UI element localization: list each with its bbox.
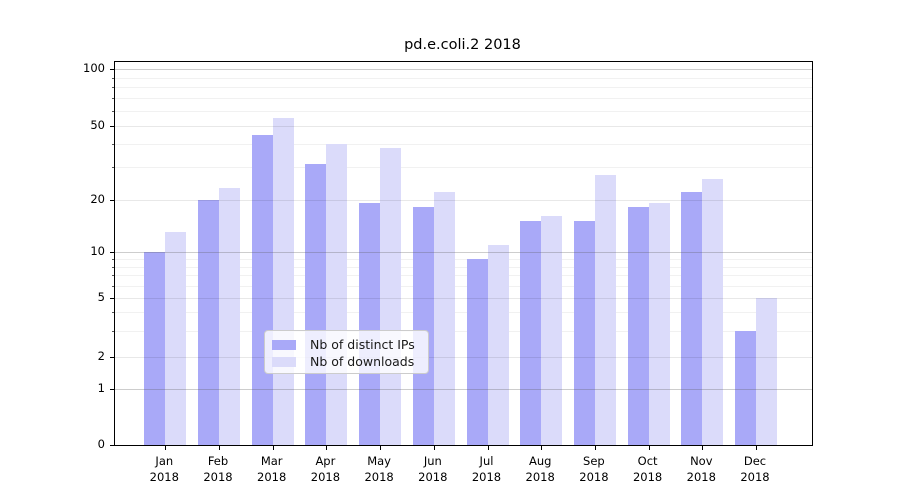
x-tick-label-jul-2018: Jul 2018 [471, 454, 502, 484]
x-tick-label-feb-2018: Feb 2018 [203, 454, 233, 484]
y-tick-label-1: 1 [97, 381, 105, 395]
y-tick-label-5: 5 [97, 289, 105, 304]
x-tick-apr-2018 [326, 446, 328, 450]
bar-ips-mar-2018 [251, 134, 273, 445]
x-tick-label-nov-2018: Nov 2018 [686, 454, 716, 484]
bar-ips-jun-2018 [412, 207, 434, 445]
bar-downloads-nov-2018 [702, 178, 724, 445]
bar-downloads-dec-2018 [756, 297, 777, 445]
y-tick-2 [110, 357, 114, 358]
x-tick-label-oct-2018: Oct 2018 [632, 454, 663, 484]
bar-ips-feb-2018 [198, 199, 219, 445]
bar-downloads-jan-2018 [165, 231, 187, 445]
bar-downloads-jul-2018 [487, 244, 509, 445]
legend-label-downloads: Nb of downloads [310, 354, 415, 369]
gridline-minor-80 [115, 87, 812, 89]
y-tick-50 [110, 126, 114, 127]
gridline-minor-70 [115, 98, 812, 100]
y-minor-tick-3 [112, 330, 114, 332]
gridline-minor-60 [115, 111, 812, 112]
bar-ips-sep-2018 [573, 221, 595, 445]
legend-row-ips: Nb of distinct IPs [272, 336, 428, 353]
y-minor-tick-4 [112, 312, 114, 314]
x-tick-label-may-2018: May 2018 [364, 454, 394, 484]
gridline-50 [115, 126, 812, 127]
bar-downloads-aug-2018 [541, 216, 563, 445]
x-tick-mar-2018 [272, 446, 274, 450]
x-tick-label-sep-2018: Sep 2018 [579, 454, 609, 484]
chart-title: pd.e.coli.2 2018 [404, 37, 521, 53]
legend-swatch-ips [272, 339, 296, 350]
y-tick-1 [110, 389, 114, 390]
gridline-minor-30 [115, 166, 812, 168]
gridline-100 [115, 69, 812, 70]
legend-row-downloads: Nb of downloads [272, 353, 428, 370]
y-tick-0 [110, 445, 114, 446]
bar-downloads-jun-2018 [433, 191, 455, 445]
legend: Nb of distinct IPs Nb of downloads [264, 330, 429, 374]
y-tick-label-2: 2 [97, 349, 105, 363]
gridline-minor-40 [115, 143, 812, 145]
y-minor-tick-70 [112, 98, 114, 100]
bar-downloads-apr-2018 [326, 143, 348, 445]
x-tick-aug-2018 [541, 446, 543, 450]
bar-ips-may-2018 [359, 203, 381, 445]
y-tick-label-20: 20 [90, 191, 105, 206]
bar-downloads-feb-2018 [219, 188, 240, 445]
legend-label-ips: Nb of distinct IPs [310, 337, 415, 352]
bar-downloads-oct-2018 [648, 203, 670, 445]
x-tick-label-jun-2018: Jun 2018 [418, 454, 448, 484]
bar-ips-dec-2018 [735, 330, 756, 445]
y-tick-label-100: 100 [83, 61, 105, 75]
y-minor-tick-60 [112, 111, 114, 112]
x-tick-jun-2018 [433, 446, 435, 450]
y-minor-tick-6 [112, 285, 114, 287]
y-tick-10 [110, 251, 114, 253]
x-tick-sep-2018 [594, 446, 596, 450]
bar-downloads-may-2018 [380, 148, 402, 445]
x-tick-label-aug-2018: Aug 2018 [525, 454, 555, 484]
bar-ips-nov-2018 [681, 191, 703, 445]
y-tick-label-0: 0 [97, 437, 105, 451]
y-minor-tick-7 [112, 275, 114, 277]
y-minor-tick-9 [112, 258, 114, 260]
x-tick-label-mar-2018: Mar 2018 [257, 454, 287, 484]
x-tick-label-jan-2018: Jan 2018 [149, 454, 179, 484]
bar-ips-aug-2018 [520, 221, 542, 445]
y-tick-label-50: 50 [90, 118, 105, 132]
y-minor-tick-40 [112, 143, 114, 145]
bar-ips-oct-2018 [627, 207, 649, 445]
x-tick-nov-2018 [702, 446, 704, 450]
x-tick-dec-2018 [756, 446, 757, 450]
x-tick-may-2018 [380, 446, 382, 450]
y-tick-20 [110, 199, 114, 201]
y-minor-tick-30 [112, 166, 114, 168]
plot-area [110, 61, 813, 450]
y-tick-5 [110, 297, 114, 299]
x-tick-label-dec-2018: Dec 2018 [740, 454, 770, 484]
y-minor-tick-90 [112, 77, 114, 79]
x-tick-jan-2018 [165, 446, 167, 450]
bar-downloads-mar-2018 [272, 118, 294, 445]
x-tick-oct-2018 [648, 446, 650, 450]
y-minor-tick-80 [112, 87, 114, 89]
legend-swatch-downloads [272, 356, 296, 367]
gridline-minor-90 [115, 77, 812, 79]
x-tick-label-apr-2018: Apr 2018 [310, 454, 341, 484]
y-minor-tick-8 [112, 266, 114, 268]
x-tick-jul-2018 [487, 446, 489, 450]
bar-ips-jan-2018 [144, 251, 166, 445]
y-tick-100 [110, 69, 114, 70]
bar-ips-apr-2018 [305, 164, 327, 445]
x-tick-feb-2018 [219, 446, 220, 450]
bar-ips-jul-2018 [466, 258, 488, 445]
bar-downloads-sep-2018 [594, 175, 616, 445]
y-tick-label-10: 10 [90, 243, 105, 258]
